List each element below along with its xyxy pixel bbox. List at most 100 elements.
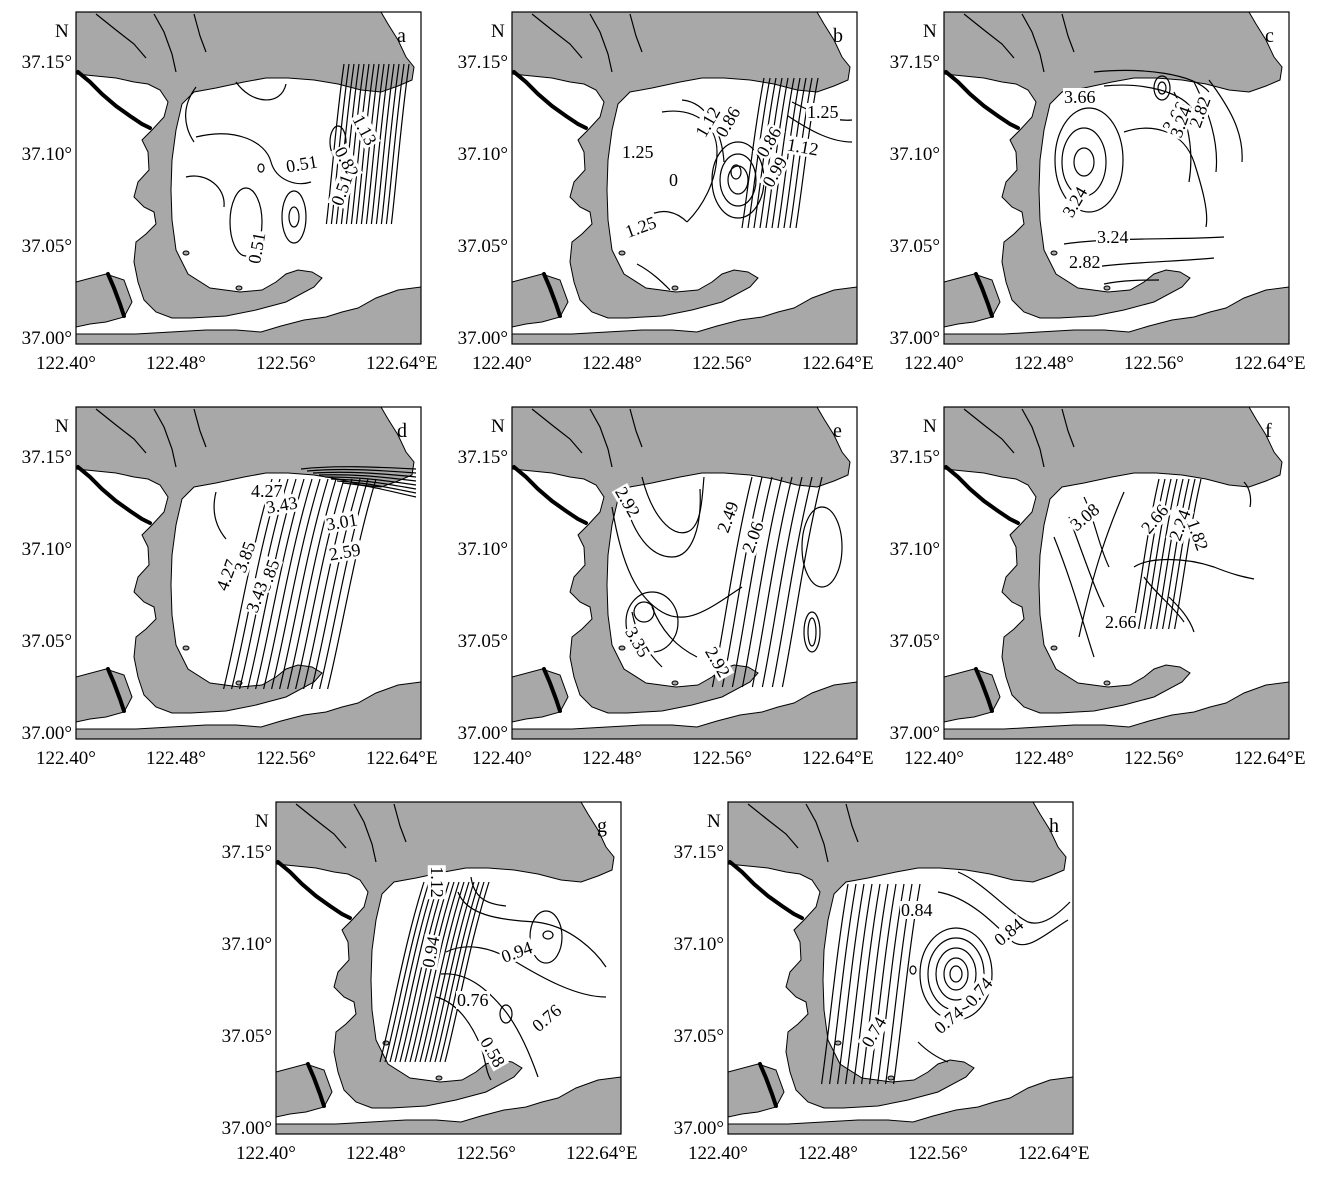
lat-tick-label: 37.10°	[221, 934, 272, 955]
lat-tick-label: 37.00°	[457, 723, 508, 744]
east-label: E	[1294, 353, 1306, 374]
lat-tick-label: 37.05°	[457, 631, 508, 652]
lon-tick-label: 122.40°	[36, 748, 96, 769]
lon-tick-label: 122.48°	[582, 748, 642, 769]
lat-tick-label: 37.15°	[457, 52, 508, 73]
east-label: E	[426, 748, 438, 769]
map-panel-h: 37.15° 37.10° 37.05° 37.00° N 122.40° 122.48° 1…	[652, 790, 1092, 1182]
lon-tick-label: 122.40°	[36, 353, 96, 374]
lat-tick-label: 37.15°	[457, 447, 508, 468]
lat-tick-label: 37.15°	[673, 842, 724, 863]
east-label: E	[862, 353, 874, 374]
contour-label: 1.25	[621, 142, 655, 162]
lat-tick-label: 37.05°	[889, 236, 940, 257]
lon-tick-label: 122.64°	[1234, 748, 1294, 769]
lon-tick-label: 122.56°	[692, 353, 752, 374]
panel-label: e	[833, 420, 842, 442]
lat-tick-label: 37.10°	[457, 539, 508, 560]
lon-tick-label: 122.64°	[366, 748, 426, 769]
panel-label: f	[1265, 420, 1272, 442]
east-label: E	[626, 1143, 638, 1164]
contour-label: 2.66	[1104, 612, 1138, 632]
lon-tick-label: 122.64°	[1018, 1143, 1078, 1164]
lat-tick-label: 37.15°	[221, 842, 272, 863]
lat-tick-label: 37.15°	[889, 447, 940, 468]
lon-tick-label: 122.40°	[904, 353, 964, 374]
lat-tick-label: 37.00°	[21, 723, 72, 744]
lon-tick-label: 122.56°	[908, 1143, 968, 1164]
lon-tick-label: 122.40°	[472, 748, 532, 769]
lon-tick-label: 122.64°	[366, 353, 426, 374]
panel-label: h	[1049, 815, 1059, 837]
lat-tick-label: 37.00°	[889, 723, 940, 744]
east-label: E	[1078, 1143, 1090, 1164]
north-label: N	[923, 416, 937, 437]
lat-tick-label: 37.05°	[21, 236, 72, 257]
lon-tick-label: 122.40°	[904, 748, 964, 769]
east-label: E	[1294, 748, 1306, 769]
contour-label: 0.76	[456, 990, 490, 1010]
lon-tick-label: 122.64°	[802, 353, 862, 374]
lat-tick-label: 37.10°	[889, 539, 940, 560]
panel-label: a	[397, 25, 406, 47]
contour-label: 1.25	[806, 102, 840, 122]
lat-tick-label: 37.00°	[889, 328, 940, 349]
lon-tick-label: 122.48°	[146, 748, 206, 769]
lon-tick-label: 122.56°	[456, 1143, 516, 1164]
panel-label: c	[1265, 25, 1274, 47]
contour-label: 0	[668, 170, 679, 190]
map-panel-e: 37.15° 37.10° 37.05° 37.00° N 122.40° 122.48° 1…	[436, 395, 876, 787]
panel-label: d	[397, 420, 407, 442]
lon-tick-label: 122.48°	[582, 353, 642, 374]
lon-tick-label: 122.56°	[256, 353, 316, 374]
north-label: N	[255, 811, 269, 832]
map-panel-c: 37.15° 37.10° 37.05° 37.00° N 122.40° 122.48° 1…	[868, 0, 1308, 392]
map-panel-a: 37.15° 37.10° 37.05° 37.00° N 122.40° 122.48° 1…	[0, 0, 440, 392]
lat-tick-label: 37.00°	[21, 328, 72, 349]
lat-tick-label: 37.00°	[221, 1118, 272, 1139]
map-panel-g: 37.15° 37.10° 37.05° 37.00° N 122.40° 122.48° 1…	[200, 790, 640, 1182]
lon-tick-label: 122.56°	[1124, 748, 1184, 769]
map-panel-d: 37.15° 37.10° 37.05° 37.00° N 122.40° 122.48° 1…	[0, 395, 440, 787]
lat-tick-label: 37.15°	[21, 447, 72, 468]
lon-tick-label: 122.64°	[802, 748, 862, 769]
contour-label: 3.66	[1063, 87, 1097, 107]
lat-tick-label: 37.00°	[673, 1118, 724, 1139]
lat-tick-label: 37.15°	[21, 52, 72, 73]
contour-label: 3.24	[1096, 227, 1130, 247]
north-label: N	[923, 21, 937, 42]
map-panel-b: 37.15° 37.10° 37.05° 37.00° N 122.40° 122.48° 1…	[436, 0, 876, 392]
north-label: N	[491, 21, 505, 42]
lon-tick-label: 122.48°	[798, 1143, 858, 1164]
lon-tick-label: 122.48°	[1014, 748, 1074, 769]
north-label: N	[55, 416, 69, 437]
lat-tick-label: 37.10°	[457, 144, 508, 165]
contour-label: 2.82	[1068, 252, 1102, 272]
panel-label: b	[833, 25, 843, 47]
lon-tick-label: 122.48°	[146, 353, 206, 374]
lat-tick-label: 37.00°	[457, 328, 508, 349]
lat-tick-label: 37.05°	[889, 631, 940, 652]
lat-tick-label: 37.05°	[673, 1026, 724, 1047]
lon-tick-label: 122.40°	[688, 1143, 748, 1164]
lon-tick-label: 122.40°	[236, 1143, 296, 1164]
lat-tick-label: 37.10°	[889, 144, 940, 165]
contour-label: 1.12	[426, 865, 447, 899]
lon-tick-label: 122.64°	[1234, 353, 1294, 374]
lon-tick-label: 122.56°	[692, 748, 752, 769]
east-label: E	[862, 748, 874, 769]
lat-tick-label: 37.10°	[21, 539, 72, 560]
lon-tick-label: 122.40°	[472, 353, 532, 374]
lat-tick-label: 37.05°	[221, 1026, 272, 1047]
lon-tick-label: 122.56°	[1124, 353, 1184, 374]
lat-tick-label: 37.10°	[21, 144, 72, 165]
north-label: N	[55, 21, 69, 42]
lon-tick-label: 122.56°	[256, 748, 316, 769]
lat-tick-label: 37.15°	[889, 52, 940, 73]
north-label: N	[707, 811, 721, 832]
lon-tick-label: 122.48°	[346, 1143, 406, 1164]
panel-label: g	[597, 815, 607, 837]
north-label: N	[491, 416, 505, 437]
lat-tick-label: 37.05°	[21, 631, 72, 652]
lon-tick-label: 122.64°	[566, 1143, 626, 1164]
